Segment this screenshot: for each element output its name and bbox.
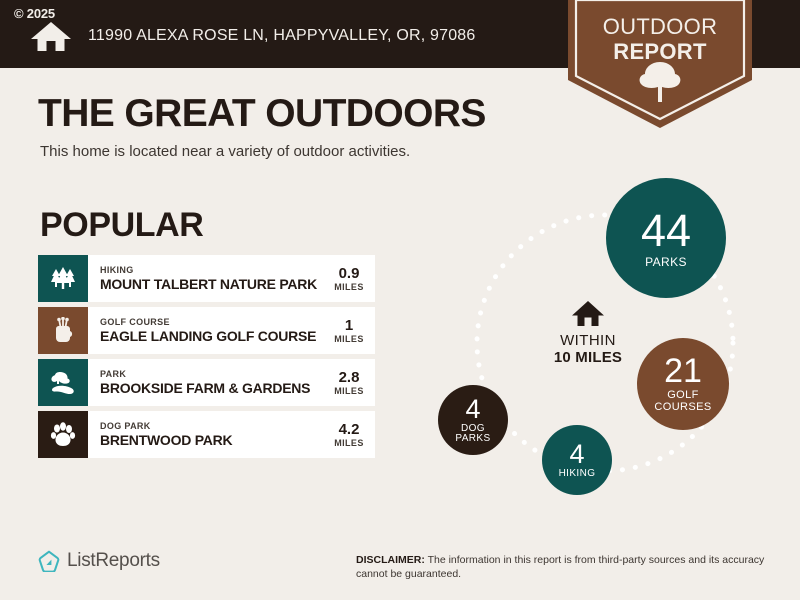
list-item-category: PARK xyxy=(100,369,127,379)
distance-unit: MILES xyxy=(334,437,364,448)
bubble-label: GOLF COURSES xyxy=(654,390,711,413)
bubble-label-line-2: PARKS xyxy=(455,433,491,444)
distance-unit: MILES xyxy=(334,385,364,396)
list-item[interactable]: HIKING MOUNT TALBERT NATURE PARK 0.9 MIL… xyxy=(38,255,375,302)
center-line-2: 10 MILES xyxy=(553,349,623,366)
list-item-name: BROOKSIDE FARM & GARDENS xyxy=(100,380,311,396)
list-item-text: HIKING MOUNT TALBERT NATURE PARK xyxy=(88,255,329,302)
distance-unit: MILES xyxy=(334,281,364,292)
pine-trees-icon xyxy=(38,255,88,302)
popular-heading: POPULAR xyxy=(40,206,204,244)
distance-value: 4.2 xyxy=(338,420,360,438)
list-item-distance: 2.8 MILES xyxy=(329,359,375,406)
bubble-label: PARKS xyxy=(645,254,687,269)
list-item-distance: 4.2 MILES xyxy=(329,411,375,458)
list-item-category: DOG PARK xyxy=(100,421,151,431)
bubble-value: 4 xyxy=(569,438,585,469)
golf-bag-icon xyxy=(38,307,88,354)
list-item-text: DOG PARK BRENTWOOD PARK xyxy=(88,411,329,458)
home-icon xyxy=(572,301,604,326)
home-icon xyxy=(31,22,71,51)
disclaimer-label: DISCLAIMER: xyxy=(356,554,425,566)
tree-icon xyxy=(639,62,681,102)
list-item-name: MOUNT TALBERT NATURE PARK xyxy=(100,276,317,292)
bubble-dog-parks[interactable]: 4 DOG PARKS xyxy=(438,385,508,455)
disclaimer-text: The information in this report is from t… xyxy=(356,554,765,580)
listreports-house-icon xyxy=(38,550,60,572)
bubble-label: DOG PARKS xyxy=(455,422,491,445)
paw-print-icon xyxy=(38,411,88,458)
list-item-name: BRENTWOOD PARK xyxy=(100,432,233,448)
list-item[interactable]: GOLF COURSE EAGLE LANDING GOLF COURSE 1 … xyxy=(38,307,375,354)
bubble-label-line-2: COURSES xyxy=(654,401,712,413)
list-item-text: PARK BROOKSIDE FARM & GARDENS xyxy=(88,359,329,406)
bubble-value: 44 xyxy=(640,204,692,256)
bubble-value: 21 xyxy=(664,352,702,391)
bubble-golf-courses[interactable]: 21 GOLF COURSES xyxy=(637,338,729,430)
list-item-distance: 1 MILES xyxy=(329,307,375,354)
diagram-center: WITHIN 10 MILES xyxy=(528,300,648,366)
distance-value: 2.8 xyxy=(338,368,360,386)
bubble-label-line-1: DOG xyxy=(461,422,485,434)
center-line-1: WITHIN xyxy=(560,332,616,349)
distance-value: 0.9 xyxy=(338,264,360,282)
listreports-logo[interactable]: ListReports xyxy=(38,550,160,572)
bubble-parks[interactable]: 44 PARKS xyxy=(606,178,726,298)
page-subtitle: This home is located near a variety of o… xyxy=(40,143,411,160)
distance-value: 1 xyxy=(344,316,354,334)
page-title: THE GREAT OUTDOORS xyxy=(38,92,486,135)
amenities-diagram: 44 PARKS 21 GOLF COURSES 4 HIKING 4 DOG … xyxy=(420,170,790,515)
list-item-category: HIKING xyxy=(100,265,134,275)
copyright-label: © 2025 xyxy=(14,6,55,21)
dotted-orbit-ring xyxy=(474,212,736,474)
badge-line-2: REPORT xyxy=(613,39,707,64)
list-item[interactable]: PARK BROOKSIDE FARM & GARDENS 2.8 MILES xyxy=(38,359,375,406)
badge-line-1: OUTDOOR xyxy=(602,14,718,39)
list-item-name: EAGLE LANDING GOLF COURSE xyxy=(100,328,317,344)
popular-list: HIKING MOUNT TALBERT NATURE PARK 0.9 MIL… xyxy=(38,255,375,463)
listreports-logo-text: ListReports xyxy=(67,550,160,571)
outdoor-report-badge xyxy=(568,0,752,128)
list-item-category: GOLF COURSE xyxy=(100,317,170,327)
bubble-hiking[interactable]: 4 HIKING xyxy=(542,425,612,495)
disclaimer: DISCLAIMER: The information in this repo… xyxy=(356,553,776,581)
list-item-distance: 0.9 MILES xyxy=(329,255,375,302)
badge-label: OUTDOOR REPORT xyxy=(568,14,752,64)
bubble-value: 4 xyxy=(465,393,481,424)
park-tree-icon xyxy=(38,359,88,406)
bubble-label: HIKING xyxy=(558,467,596,479)
list-item[interactable]: DOG PARK BRENTWOOD PARK 4.2 MILES xyxy=(38,411,375,458)
distance-unit: MILES xyxy=(334,333,364,344)
bubble-label-line-1: GOLF xyxy=(667,389,699,402)
list-item-text: GOLF COURSE EAGLE LANDING GOLF COURSE xyxy=(88,307,329,354)
property-address: 11990 ALEXA ROSE LN, HAPPYVALLEY, OR, 97… xyxy=(88,27,476,44)
